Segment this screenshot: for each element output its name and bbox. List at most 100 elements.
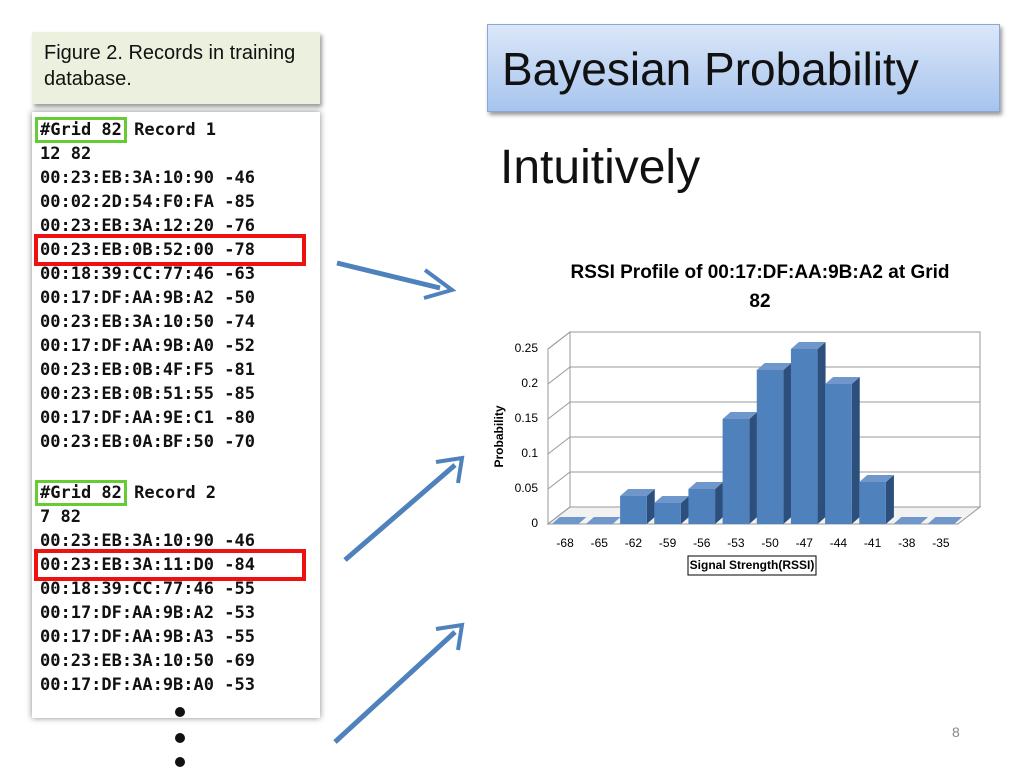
y-tick-label: 0.1 <box>521 446 538 460</box>
chart-title: RSSI Profile of 00:17:DF:AA:9B:A2 at Gri… <box>570 262 950 312</box>
bar <box>790 342 826 524</box>
x-tick-label: -44 <box>830 536 848 550</box>
arrow-head <box>423 268 457 300</box>
record-header: #Grid 82 Record 1 <box>35 117 216 143</box>
arrow <box>343 463 457 562</box>
bar-top <box>790 342 826 349</box>
x-tick-label: -53 <box>727 536 745 550</box>
bar <box>722 412 758 524</box>
record-line: 00:17:DF:AA:9E:C1 -80 <box>40 408 255 428</box>
records-image: #Grid 82 Record 1 12 82 00:23:EB:3A:10:9… <box>32 112 320 718</box>
record-line: 00:17:DF:AA:9B:A2 -50 <box>40 288 255 308</box>
bar-front <box>722 419 750 524</box>
dot <box>175 707 185 717</box>
bar-side <box>646 489 655 524</box>
record-line: 00:02:2D:54:F0:FA -85 <box>40 192 255 212</box>
grid-line <box>547 331 980 350</box>
bar-top <box>585 517 621 524</box>
bar-top <box>825 377 860 384</box>
record-line: 00:17:DF:AA:9B:A0 -53 <box>40 675 255 695</box>
record-line: 00:18:39:CC:77:46 -63 <box>40 264 255 284</box>
grid-line <box>547 366 980 385</box>
grid-label: #Grid 82 <box>35 480 127 506</box>
bar-top <box>756 363 792 370</box>
x-axis-label: Signal Strength(RSSI) <box>690 558 815 572</box>
bar-front <box>825 384 852 524</box>
bar-side <box>817 342 826 524</box>
bar-top <box>893 517 929 524</box>
y-tick-label: 0.05 <box>515 481 539 495</box>
bar-top <box>620 489 655 496</box>
record-line: 00:23:EB:0A:BF:50 -70 <box>40 432 255 452</box>
bar <box>859 475 894 524</box>
grid-label: #Grid 82 <box>35 117 127 143</box>
x-tick-label: -59 <box>659 536 677 550</box>
bar-side <box>783 363 792 524</box>
record-line: 00:23:EB:0B:51:55 -85 <box>40 384 255 404</box>
record-line: 00:23:EB:3A:12:20 -76 <box>40 216 255 236</box>
dot <box>175 733 185 743</box>
x-tick-label: -35 <box>932 536 950 550</box>
bar-top <box>688 482 724 489</box>
bar-top <box>654 496 689 503</box>
arrow <box>336 260 441 291</box>
arrow <box>333 630 457 744</box>
slide-title: Bayesian Probability <box>487 24 1000 112</box>
bar <box>893 517 929 525</box>
bar-top <box>722 412 758 419</box>
record-line: 00:17:DF:AA:9B:A3 -55 <box>40 627 255 647</box>
record-line-highlighted: 00:23:EB:0B:52:00 -78 <box>34 234 306 266</box>
bar-front <box>654 503 681 524</box>
side-wall <box>547 330 571 526</box>
bar-side <box>680 496 689 524</box>
y-tick-label: 0.2 <box>521 376 538 390</box>
heading: Intuitively <box>500 141 701 194</box>
x-tick-label: -56 <box>693 536 711 550</box>
x-tick-label: -68 <box>556 536 574 550</box>
bar-top <box>551 517 587 524</box>
bar-side <box>885 475 894 524</box>
ellipsis <box>175 707 185 767</box>
bar <box>688 482 724 524</box>
x-tick-label: -47 <box>796 536 814 550</box>
record-line-highlighted: 00:23:EB:3A:11:D0 -84 <box>34 549 306 581</box>
y-tick-label: 0.25 <box>515 341 539 355</box>
record-line: 00:17:DF:AA:9B:A0 -52 <box>40 336 255 356</box>
record-line: 00:23:EB:3A:10:50 -69 <box>40 651 255 671</box>
bar-side <box>749 412 758 524</box>
bar-front <box>688 489 716 524</box>
arrows <box>333 260 465 744</box>
bar-front <box>620 496 647 524</box>
x-tick-label: -38 <box>898 536 916 550</box>
record-line: 00:23:EB:3A:10:90 -46 <box>40 168 255 188</box>
page-number: 8 <box>952 724 960 740</box>
y-tick-label: 0.15 <box>515 411 539 425</box>
bar <box>654 496 689 524</box>
record-line: 00:18:39:CC:77:46 -55 <box>40 579 255 599</box>
bar <box>585 517 621 525</box>
y-tick-label: 0 <box>531 516 538 530</box>
arrow-head <box>435 455 465 484</box>
record-line: 00:23:EB:0B:4F:F5 -81 <box>40 360 255 380</box>
bar-side <box>715 482 724 524</box>
record-label: Record 2 <box>134 483 217 503</box>
figure-caption: Figure 2. Records in training database. <box>32 32 320 104</box>
x-tick-label: -41 <box>864 536 882 550</box>
bar <box>756 363 792 524</box>
bar-front <box>756 370 784 524</box>
record-line: 00:23:EB:3A:10:90 -46 <box>40 531 255 551</box>
bar-front <box>790 349 818 524</box>
record-line: 7 82 <box>40 507 81 527</box>
record-line: 00:23:EB:3A:10:50 -74 <box>40 312 255 332</box>
bar <box>825 377 860 524</box>
y-axis-label: Probability <box>492 405 506 467</box>
arrow-head <box>435 622 465 651</box>
record-line: 12 82 <box>40 144 92 164</box>
x-tick-label: -62 <box>625 536 643 550</box>
bar <box>620 489 655 524</box>
bar-top <box>927 517 963 524</box>
bar <box>551 517 587 525</box>
dot <box>175 757 185 767</box>
